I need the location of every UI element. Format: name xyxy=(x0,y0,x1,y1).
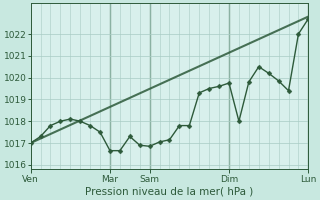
X-axis label: Pression niveau de la mer( hPa ): Pression niveau de la mer( hPa ) xyxy=(85,187,254,197)
